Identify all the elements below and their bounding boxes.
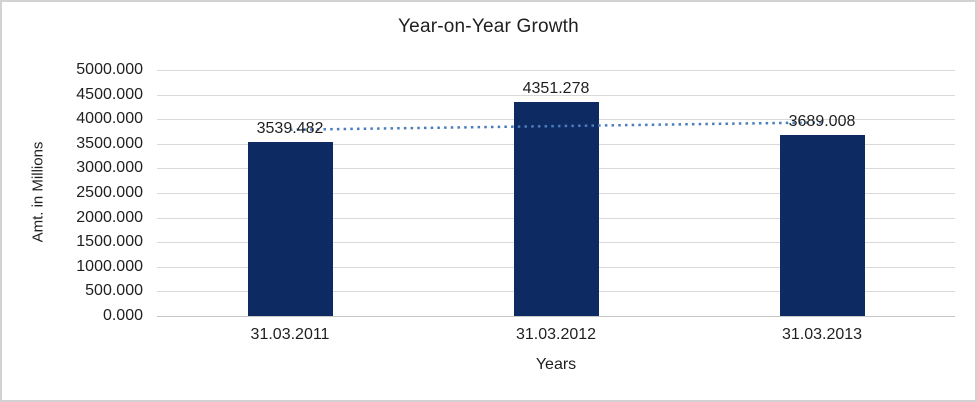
x-axis-title: Years: [535, 356, 577, 373]
y-tick-label: 0.000: [102, 307, 143, 324]
x-tick-label: 31.03.2011: [250, 326, 330, 343]
y-tick-label: 3000.000: [76, 159, 143, 177]
bar-value-label: 4351.278: [522, 79, 590, 97]
x-tick-label: 31.03.2012: [515, 326, 597, 343]
y-tick-label: 500.000: [85, 282, 143, 300]
y-tick-label: 4000.000: [76, 110, 143, 128]
x-axis-line: [157, 316, 955, 317]
bar-value-label: 3689.008: [788, 112, 856, 130]
y-tick-label: 3500.000: [76, 134, 143, 152]
y-tick-label: 1000.000: [76, 257, 143, 275]
gridline: [157, 70, 955, 71]
y-tick-label: 1500.000: [76, 233, 143, 251]
y-tick-label: 4500.000: [76, 85, 143, 103]
y-tick-label: 2000.000: [76, 208, 143, 226]
y-tick-label: 5000.000: [76, 61, 143, 78]
bar-value-label: 3539.482: [256, 119, 324, 137]
bar-31.03.2013: [779, 134, 865, 316]
plot-area: 3539.482 4351.278 3689.008: [157, 70, 955, 317]
bar-31.03.2011: [247, 141, 333, 316]
x-tick-label: 31.03.2013: [781, 326, 863, 343]
chart-title: Year-on-Year Growth: [398, 16, 579, 37]
y-tick-label: 2500.000: [76, 184, 143, 201]
gridline: [157, 94, 955, 96]
bar-31.03.2012: [513, 101, 599, 316]
